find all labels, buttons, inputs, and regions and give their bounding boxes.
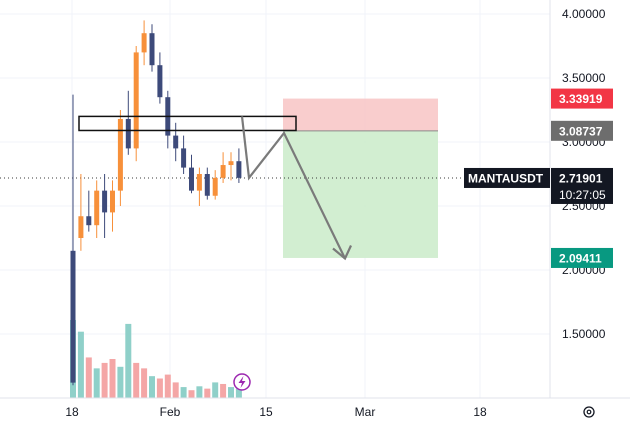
countdown-label: 10:27:05 — [559, 188, 606, 202]
volume-bar — [117, 366, 124, 398]
candle-body — [173, 135, 179, 149]
projected-path-arrow[interactable] — [240, 116, 346, 259]
volume-bar — [196, 386, 203, 398]
candle-body — [78, 216, 84, 238]
volume-bar — [172, 382, 179, 398]
volume-bar — [141, 368, 148, 398]
candle-body — [102, 190, 108, 213]
time-tick-label: Mar — [355, 405, 376, 419]
drawings[interactable] — [78, 115, 352, 261]
candle-body — [86, 216, 92, 226]
price-axis[interactable]: 4.000003.500003.000002.500002.000001.500… — [549, 0, 630, 429]
candle-body — [212, 177, 218, 196]
candle-body — [189, 167, 194, 191]
candle-body — [228, 161, 234, 166]
candle-body — [117, 118, 123, 191]
lightning-bolt — [238, 376, 246, 388]
candle-body — [220, 165, 226, 178]
volume-bar — [133, 362, 140, 398]
stop-loss-label: 3.33919 — [559, 92, 603, 106]
price-tick-label: 4.00000 — [562, 7, 606, 21]
volume-bar — [77, 331, 84, 398]
candles — [70, 20, 242, 386]
candle-body — [133, 52, 139, 149]
candle-body — [236, 161, 242, 178]
take-profit-label-bg — [551, 247, 613, 268]
candle-body — [70, 250, 76, 383]
volume-bar — [164, 374, 171, 398]
settings-ring — [583, 406, 595, 418]
time-tick-label: 15 — [259, 405, 273, 419]
current-price-label-bg — [551, 167, 613, 204]
volume-bar — [93, 368, 100, 398]
stop-loss-label-bg — [551, 88, 613, 109]
settings-icon[interactable] — [583, 406, 595, 418]
volume-bar — [228, 387, 234, 398]
volume-bar — [101, 362, 108, 398]
current-price-label: 2.71901 — [559, 171, 603, 185]
volume-bar — [85, 357, 92, 398]
lightning-icon[interactable] — [233, 373, 251, 391]
volume-bar — [125, 323, 132, 398]
volume-bar — [149, 376, 155, 398]
candle-body — [141, 33, 147, 53]
price-tick-label: 1.50000 — [562, 327, 606, 341]
volume-bars — [70, 320, 242, 398]
price-tick-label: 3.50000 — [562, 71, 606, 85]
volume-bar — [109, 359, 116, 398]
candle-body — [204, 174, 210, 196]
entry-label: 3.08737 — [559, 124, 603, 138]
candle-body — [125, 118, 131, 149]
candle-body — [94, 190, 100, 226]
candle-body — [149, 33, 155, 66]
candle-body — [181, 148, 187, 168]
volume-bar — [212, 382, 219, 398]
take-profit-zone[interactable] — [283, 130, 438, 258]
volume-bar — [235, 388, 242, 398]
resistance-rectangle[interactable] — [78, 115, 297, 132]
volume-bar — [204, 388, 211, 398]
time-tick-label: Feb — [160, 405, 181, 419]
arrow-head — [332, 245, 352, 261]
take-profit-label: 2.09411 — [559, 251, 602, 265]
time-tick-label: 18 — [473, 405, 487, 419]
time-axis[interactable]: 18 Feb 15 Mar 18 — [0, 397, 630, 419]
time-tick-label: 18 — [65, 405, 79, 419]
entry-label-bg — [551, 120, 613, 141]
position-zones[interactable] — [0, 98, 550, 258]
stop-loss-zone[interactable] — [283, 98, 438, 131]
volume-bar — [180, 387, 187, 398]
candle-body — [196, 174, 202, 191]
price-labels: 3.33919 3.08737 2.09411 2.71901 10:27:05 MANT… — [464, 88, 613, 268]
volume-bar — [188, 390, 195, 398]
symbol-tag-bg — [464, 167, 550, 188]
candle-body — [110, 190, 115, 213]
grid — [0, 0, 550, 398]
settings-center — [586, 409, 592, 415]
volume-bar — [220, 383, 227, 398]
price-axis-bg — [550, 0, 630, 429]
candle-body — [157, 65, 163, 98]
symbol-tag: MANTAUSDT — [468, 171, 544, 185]
volume-bar — [156, 378, 163, 398]
